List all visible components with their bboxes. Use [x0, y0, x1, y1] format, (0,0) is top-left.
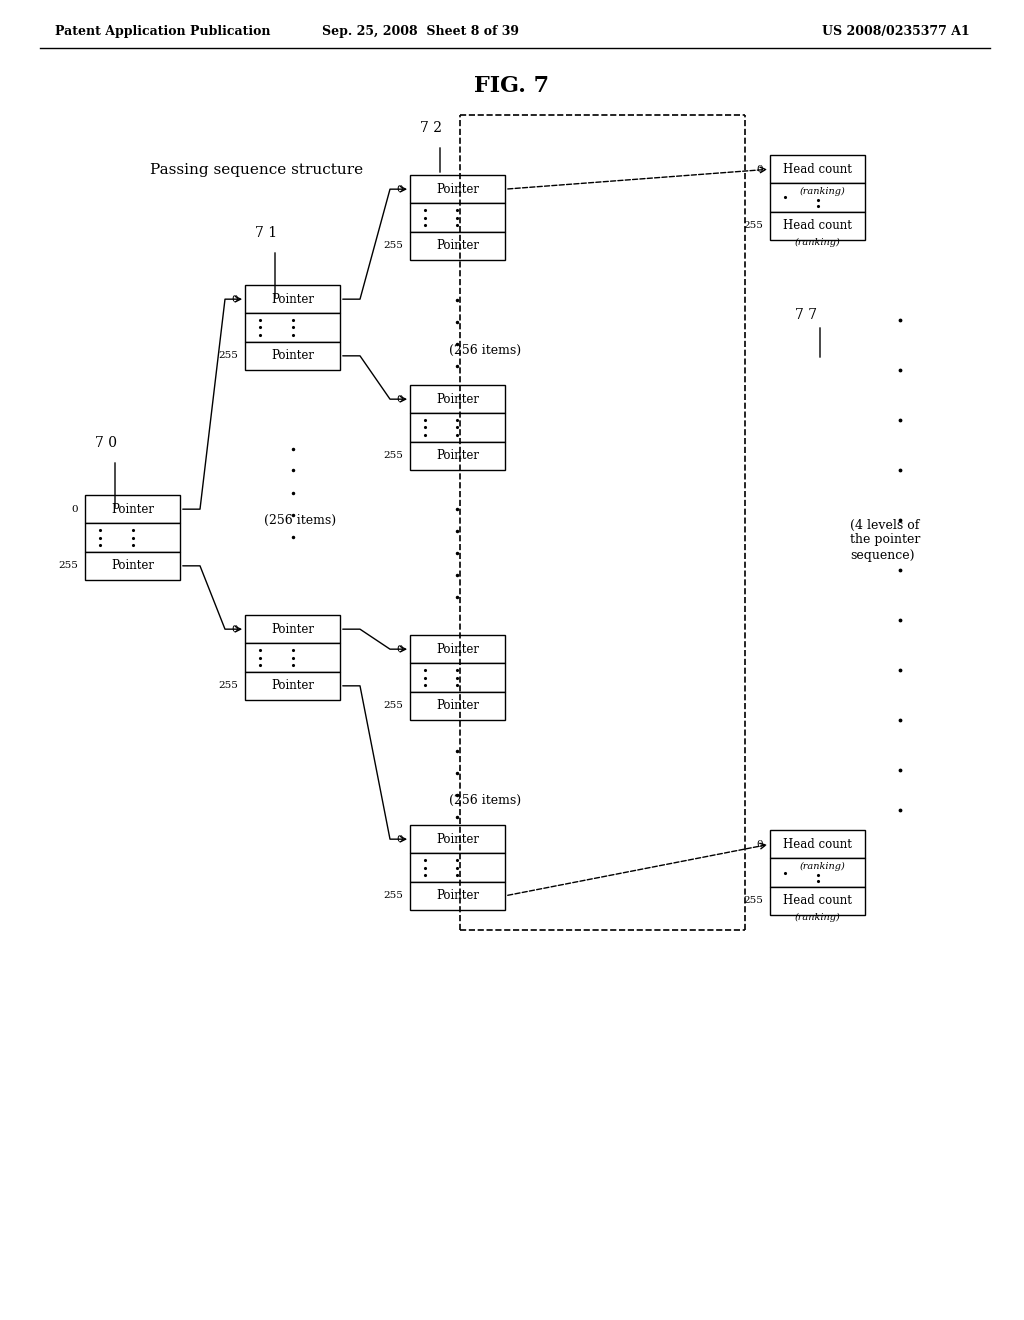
Text: (ranking): (ranking) — [795, 913, 841, 923]
Text: 0: 0 — [757, 165, 763, 174]
Text: (ranking): (ranking) — [800, 862, 846, 871]
Text: 255: 255 — [743, 222, 763, 230]
Text: (256 items): (256 items) — [264, 513, 336, 527]
Text: 0: 0 — [396, 395, 403, 404]
Text: Pointer: Pointer — [436, 239, 479, 252]
Bar — [245, 615, 340, 643]
Bar — [410, 203, 505, 232]
Bar — [770, 211, 865, 240]
Text: 255: 255 — [218, 351, 238, 360]
Bar — [410, 882, 505, 909]
Text: 255: 255 — [383, 701, 403, 710]
Text: Patent Application Publication: Patent Application Publication — [55, 25, 270, 38]
Bar — [770, 887, 865, 915]
Text: US 2008/0235377 A1: US 2008/0235377 A1 — [822, 25, 970, 38]
Text: 255: 255 — [383, 242, 403, 251]
Text: Pointer: Pointer — [436, 182, 479, 195]
Text: Pointer: Pointer — [436, 833, 479, 846]
Text: Pointer: Pointer — [436, 700, 479, 713]
Text: 255: 255 — [58, 561, 78, 570]
Text: 0: 0 — [757, 840, 763, 849]
Text: 7 0: 7 0 — [95, 436, 117, 450]
Text: Head count: Head count — [783, 162, 852, 176]
Bar — [85, 552, 180, 579]
Bar — [410, 664, 505, 692]
Text: Pointer: Pointer — [436, 449, 479, 462]
Text: 255: 255 — [218, 681, 238, 690]
Text: Pointer: Pointer — [111, 560, 154, 573]
Text: Pointer: Pointer — [436, 890, 479, 903]
Text: 7 2: 7 2 — [420, 121, 442, 135]
Bar — [770, 830, 865, 858]
Text: (ranking): (ranking) — [795, 239, 841, 247]
Text: Pointer: Pointer — [111, 503, 154, 516]
Text: Head count: Head count — [783, 838, 852, 850]
Bar — [410, 635, 505, 664]
Text: (4 levels of
the pointer
sequence): (4 levels of the pointer sequence) — [850, 519, 921, 561]
Text: Head count: Head count — [783, 219, 852, 232]
Text: 0: 0 — [396, 644, 403, 653]
Text: Pointer: Pointer — [271, 350, 314, 362]
Bar — [245, 342, 340, 370]
Text: 0: 0 — [231, 624, 238, 634]
Bar — [245, 643, 340, 672]
Text: 255: 255 — [383, 891, 403, 900]
Bar — [410, 442, 505, 470]
Text: (ranking): (ranking) — [800, 186, 846, 195]
Bar — [770, 858, 865, 887]
Bar — [245, 313, 340, 342]
Text: 255: 255 — [383, 451, 403, 461]
Bar — [770, 183, 865, 211]
Text: Head count: Head count — [783, 895, 852, 907]
Text: 0: 0 — [396, 834, 403, 843]
Text: 0: 0 — [72, 504, 78, 513]
Text: Pointer: Pointer — [436, 392, 479, 405]
Bar — [410, 385, 505, 413]
Text: Sep. 25, 2008  Sheet 8 of 39: Sep. 25, 2008 Sheet 8 of 39 — [322, 25, 518, 38]
Bar — [410, 853, 505, 882]
Bar — [770, 154, 865, 183]
Bar — [410, 692, 505, 719]
Bar — [245, 672, 340, 700]
Text: Pointer: Pointer — [271, 293, 314, 306]
Text: Pointer: Pointer — [436, 643, 479, 656]
Text: 0: 0 — [396, 185, 403, 194]
Text: FIG. 7: FIG. 7 — [474, 75, 550, 96]
Text: Passing sequence structure: Passing sequence structure — [150, 162, 364, 177]
Text: (256 items): (256 items) — [449, 343, 521, 356]
Bar — [410, 232, 505, 260]
Text: Pointer: Pointer — [271, 623, 314, 636]
Bar — [85, 523, 180, 552]
Text: 0: 0 — [231, 294, 238, 304]
Bar — [410, 825, 505, 853]
Bar — [245, 285, 340, 313]
Text: (256 items): (256 items) — [449, 793, 521, 807]
Bar — [410, 413, 505, 442]
Bar — [85, 495, 180, 523]
Text: 7 7: 7 7 — [795, 308, 817, 322]
Text: 7 1: 7 1 — [255, 226, 278, 240]
Text: Pointer: Pointer — [271, 680, 314, 692]
Bar — [410, 176, 505, 203]
Text: 255: 255 — [743, 896, 763, 906]
